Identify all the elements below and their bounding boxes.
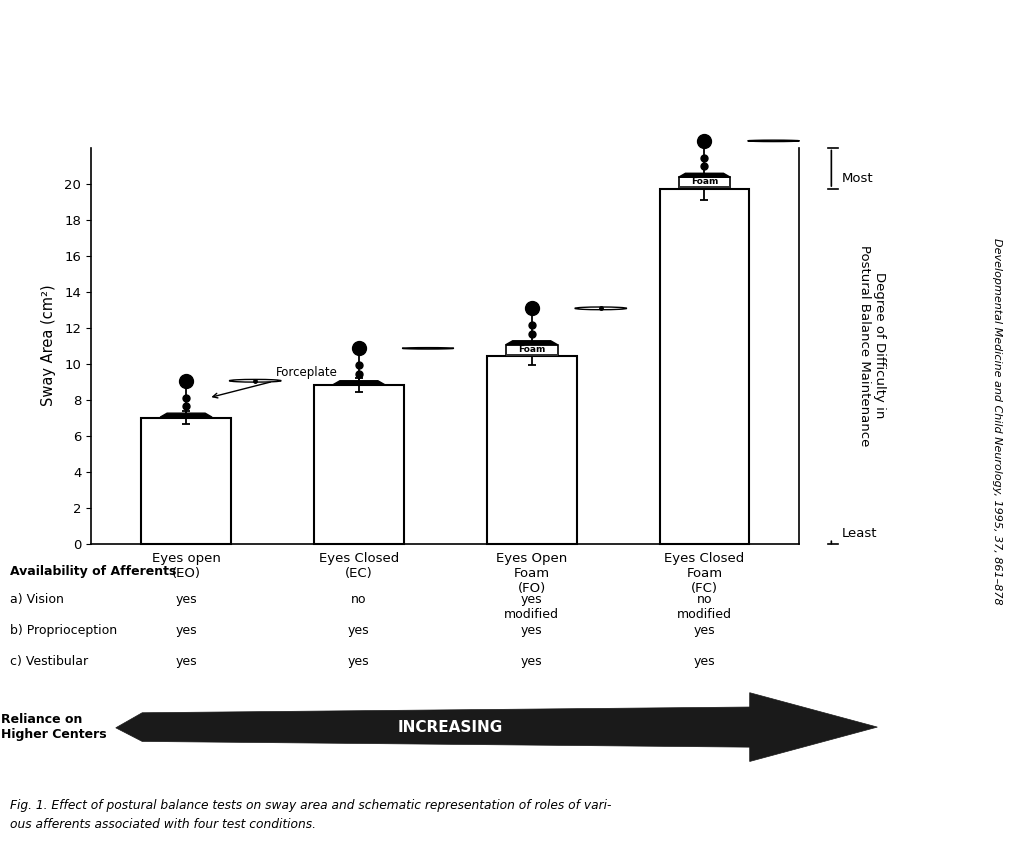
Ellipse shape [574,307,626,309]
Text: ous afferents associated with four test conditions.: ous afferents associated with four test … [10,818,315,830]
Bar [313,385,403,544]
Text: yes: yes [693,655,715,668]
Ellipse shape [229,379,281,382]
Polygon shape [333,381,384,384]
Text: yes: yes [693,624,715,636]
Polygon shape [677,174,730,177]
Text: a) Vision: a) Vision [10,593,64,605]
Text: Developmental Medicine and Child Neurology, 1995, 37, 861–878: Developmental Medicine and Child Neurolo… [991,239,1001,604]
Text: Availability of Afferents: Availability of Afferents [10,565,176,577]
Y-axis label: Sway Area (cm²): Sway Area (cm²) [41,285,56,406]
Text: no
modified: no modified [676,593,731,620]
Ellipse shape [747,140,799,142]
Bar [659,189,748,544]
Text: b) Proprioception: b) Proprioception [10,624,117,636]
Text: yes
modified: yes modified [503,593,559,620]
Bar [506,354,557,356]
Text: Fig. 1. Effect of postural balance tests on sway area and schematic representati: Fig. 1. Effect of postural balance tests… [10,799,611,812]
Text: Most: Most [841,172,872,185]
Text: yes: yes [348,655,369,668]
Text: yes: yes [175,593,197,605]
Bar [142,417,231,544]
Text: yes: yes [175,624,197,636]
Text: yes: yes [521,655,542,668]
Bar [677,177,730,188]
Text: Least: Least [841,527,877,540]
Text: yes: yes [348,624,369,636]
Text: Reliance on
Higher Centers: Reliance on Higher Centers [1,713,107,741]
Text: c) Vestibular: c) Vestibular [10,655,88,668]
Text: Foam: Foam [518,345,545,354]
Polygon shape [115,693,877,761]
Text: yes: yes [521,624,542,636]
Bar [506,345,557,356]
Polygon shape [506,341,557,345]
Text: Foam: Foam [691,177,718,186]
Bar [486,357,576,544]
Polygon shape [160,413,212,417]
Y-axis label: Degree of Difficulty in
Postural Balance Maintenance: Degree of Difficulty in Postural Balance… [857,245,885,446]
Text: no: no [351,593,366,605]
Bar [677,186,730,188]
Text: Forceplate: Forceplate [212,366,338,398]
Text: yes: yes [175,655,197,668]
Text: INCREASING: INCREASING [397,720,502,734]
Ellipse shape [401,347,454,349]
